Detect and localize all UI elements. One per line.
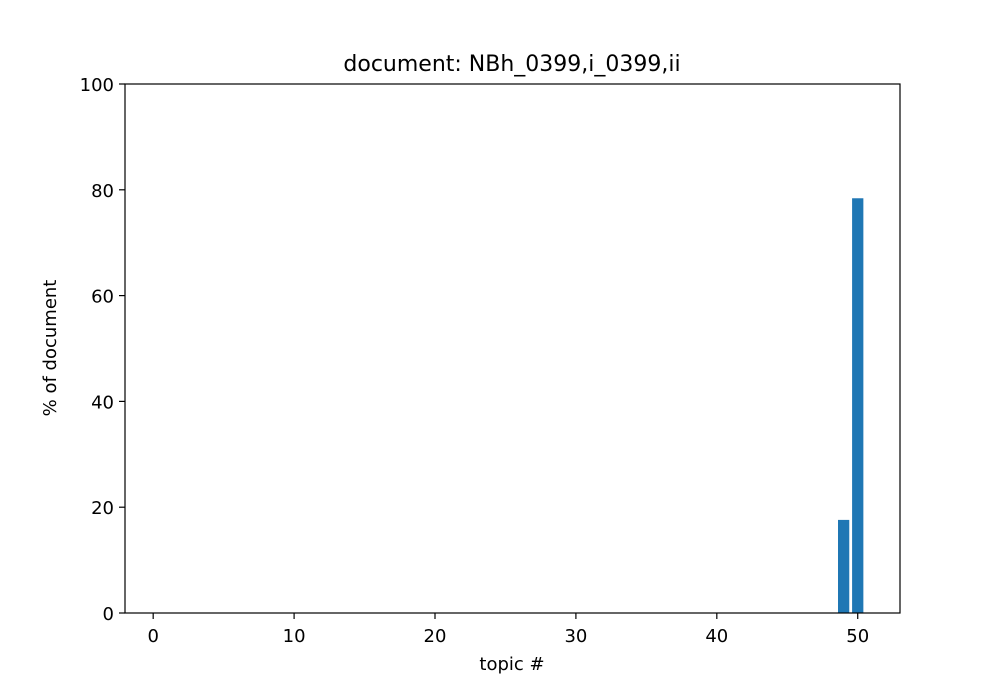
x-axis-ticks: 0 10 20 30 40 50 xyxy=(147,613,869,647)
bar-topic-49 xyxy=(838,519,850,613)
x-tick-label: 20 xyxy=(424,626,447,647)
y-tick-label: 60 xyxy=(91,287,114,308)
y-tick-label: 40 xyxy=(91,392,114,413)
y-axis-label: % of document xyxy=(40,280,61,417)
x-tick-label: 0 xyxy=(147,626,158,647)
x-tick-label: 50 xyxy=(846,626,869,647)
y-tick-label: 100 xyxy=(80,75,114,96)
x-axis-label: topic # xyxy=(479,654,544,675)
x-tick-label: 30 xyxy=(564,626,587,647)
x-tick-label: 40 xyxy=(705,626,728,647)
bar-topic-50 xyxy=(852,198,864,613)
y-tick-label: 20 xyxy=(91,498,114,519)
y-tick-label: 0 xyxy=(103,604,114,625)
plot-frame xyxy=(124,83,901,614)
bars xyxy=(838,198,864,613)
y-axis-ticks: 0 20 40 60 80 100 xyxy=(80,75,125,625)
x-tick-label: 10 xyxy=(283,626,306,647)
y-tick-label: 80 xyxy=(91,181,114,202)
chart-title: document: NBh_0399,i_0399,ii xyxy=(343,52,680,77)
